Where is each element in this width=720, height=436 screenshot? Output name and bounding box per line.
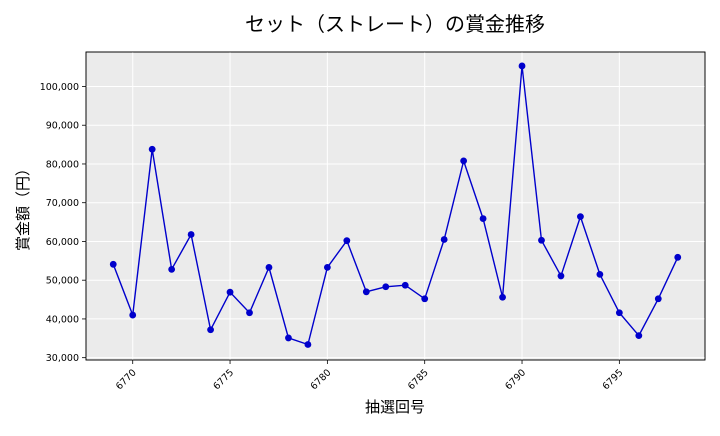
data-point — [265, 264, 273, 271]
data-point — [323, 264, 331, 271]
data-point — [246, 309, 253, 317]
data-point — [343, 237, 351, 245]
y-tick-label: 70,000 — [46, 198, 79, 209]
x-tick-label: 6775 — [211, 367, 236, 392]
data-point — [382, 283, 390, 291]
data-point — [479, 215, 487, 222]
data-point — [440, 236, 448, 243]
y-tick-label: 50,000 — [46, 276, 79, 287]
data-point — [129, 311, 137, 319]
data-point — [207, 326, 214, 334]
data-point — [226, 288, 234, 296]
data-point — [577, 213, 584, 221]
series-layer — [109, 62, 682, 348]
x-tick-label: 6795 — [601, 367, 626, 392]
data-point — [518, 62, 526, 70]
data-point — [615, 309, 623, 317]
data-point — [109, 260, 117, 268]
data-point — [635, 332, 643, 339]
data-point — [654, 295, 662, 303]
data-point — [168, 265, 176, 273]
plot-border — [85, 51, 706, 361]
y-tick-label: 30,000 — [46, 353, 79, 364]
data-point — [362, 288, 370, 296]
y-axis-label: 賞金額（円） — [14, 161, 32, 251]
chart-title: セット（ストレート）の賞金推移 — [245, 12, 545, 36]
x-tick-label: 6785 — [406, 367, 431, 392]
data-point — [401, 281, 409, 289]
x-tick-label: 6770 — [114, 367, 139, 392]
y-tick-label: 40,000 — [46, 314, 79, 325]
data-point — [557, 272, 565, 280]
data-point — [285, 334, 292, 342]
y-tick-label: 100,000 — [40, 82, 79, 93]
data-point — [460, 157, 468, 165]
data-point — [421, 295, 429, 303]
y-tick-label: 80,000 — [46, 159, 79, 170]
x-tick-label: 6790 — [503, 367, 528, 392]
x-tick-label: 6780 — [309, 367, 334, 392]
data-point — [674, 253, 682, 261]
grid-layer — [86, 52, 705, 360]
series-line — [112, 65, 679, 346]
y-tick-label: 60,000 — [46, 237, 79, 248]
data-point — [304, 341, 312, 348]
data-point — [499, 293, 506, 301]
y-tick-label: 90,000 — [46, 121, 79, 132]
x-axis-label: 抽選回号 — [365, 398, 425, 416]
data-point — [187, 231, 195, 238]
plot-area — [85, 51, 706, 361]
data-point — [596, 270, 604, 278]
data-point — [538, 236, 545, 244]
data-point — [148, 145, 156, 153]
